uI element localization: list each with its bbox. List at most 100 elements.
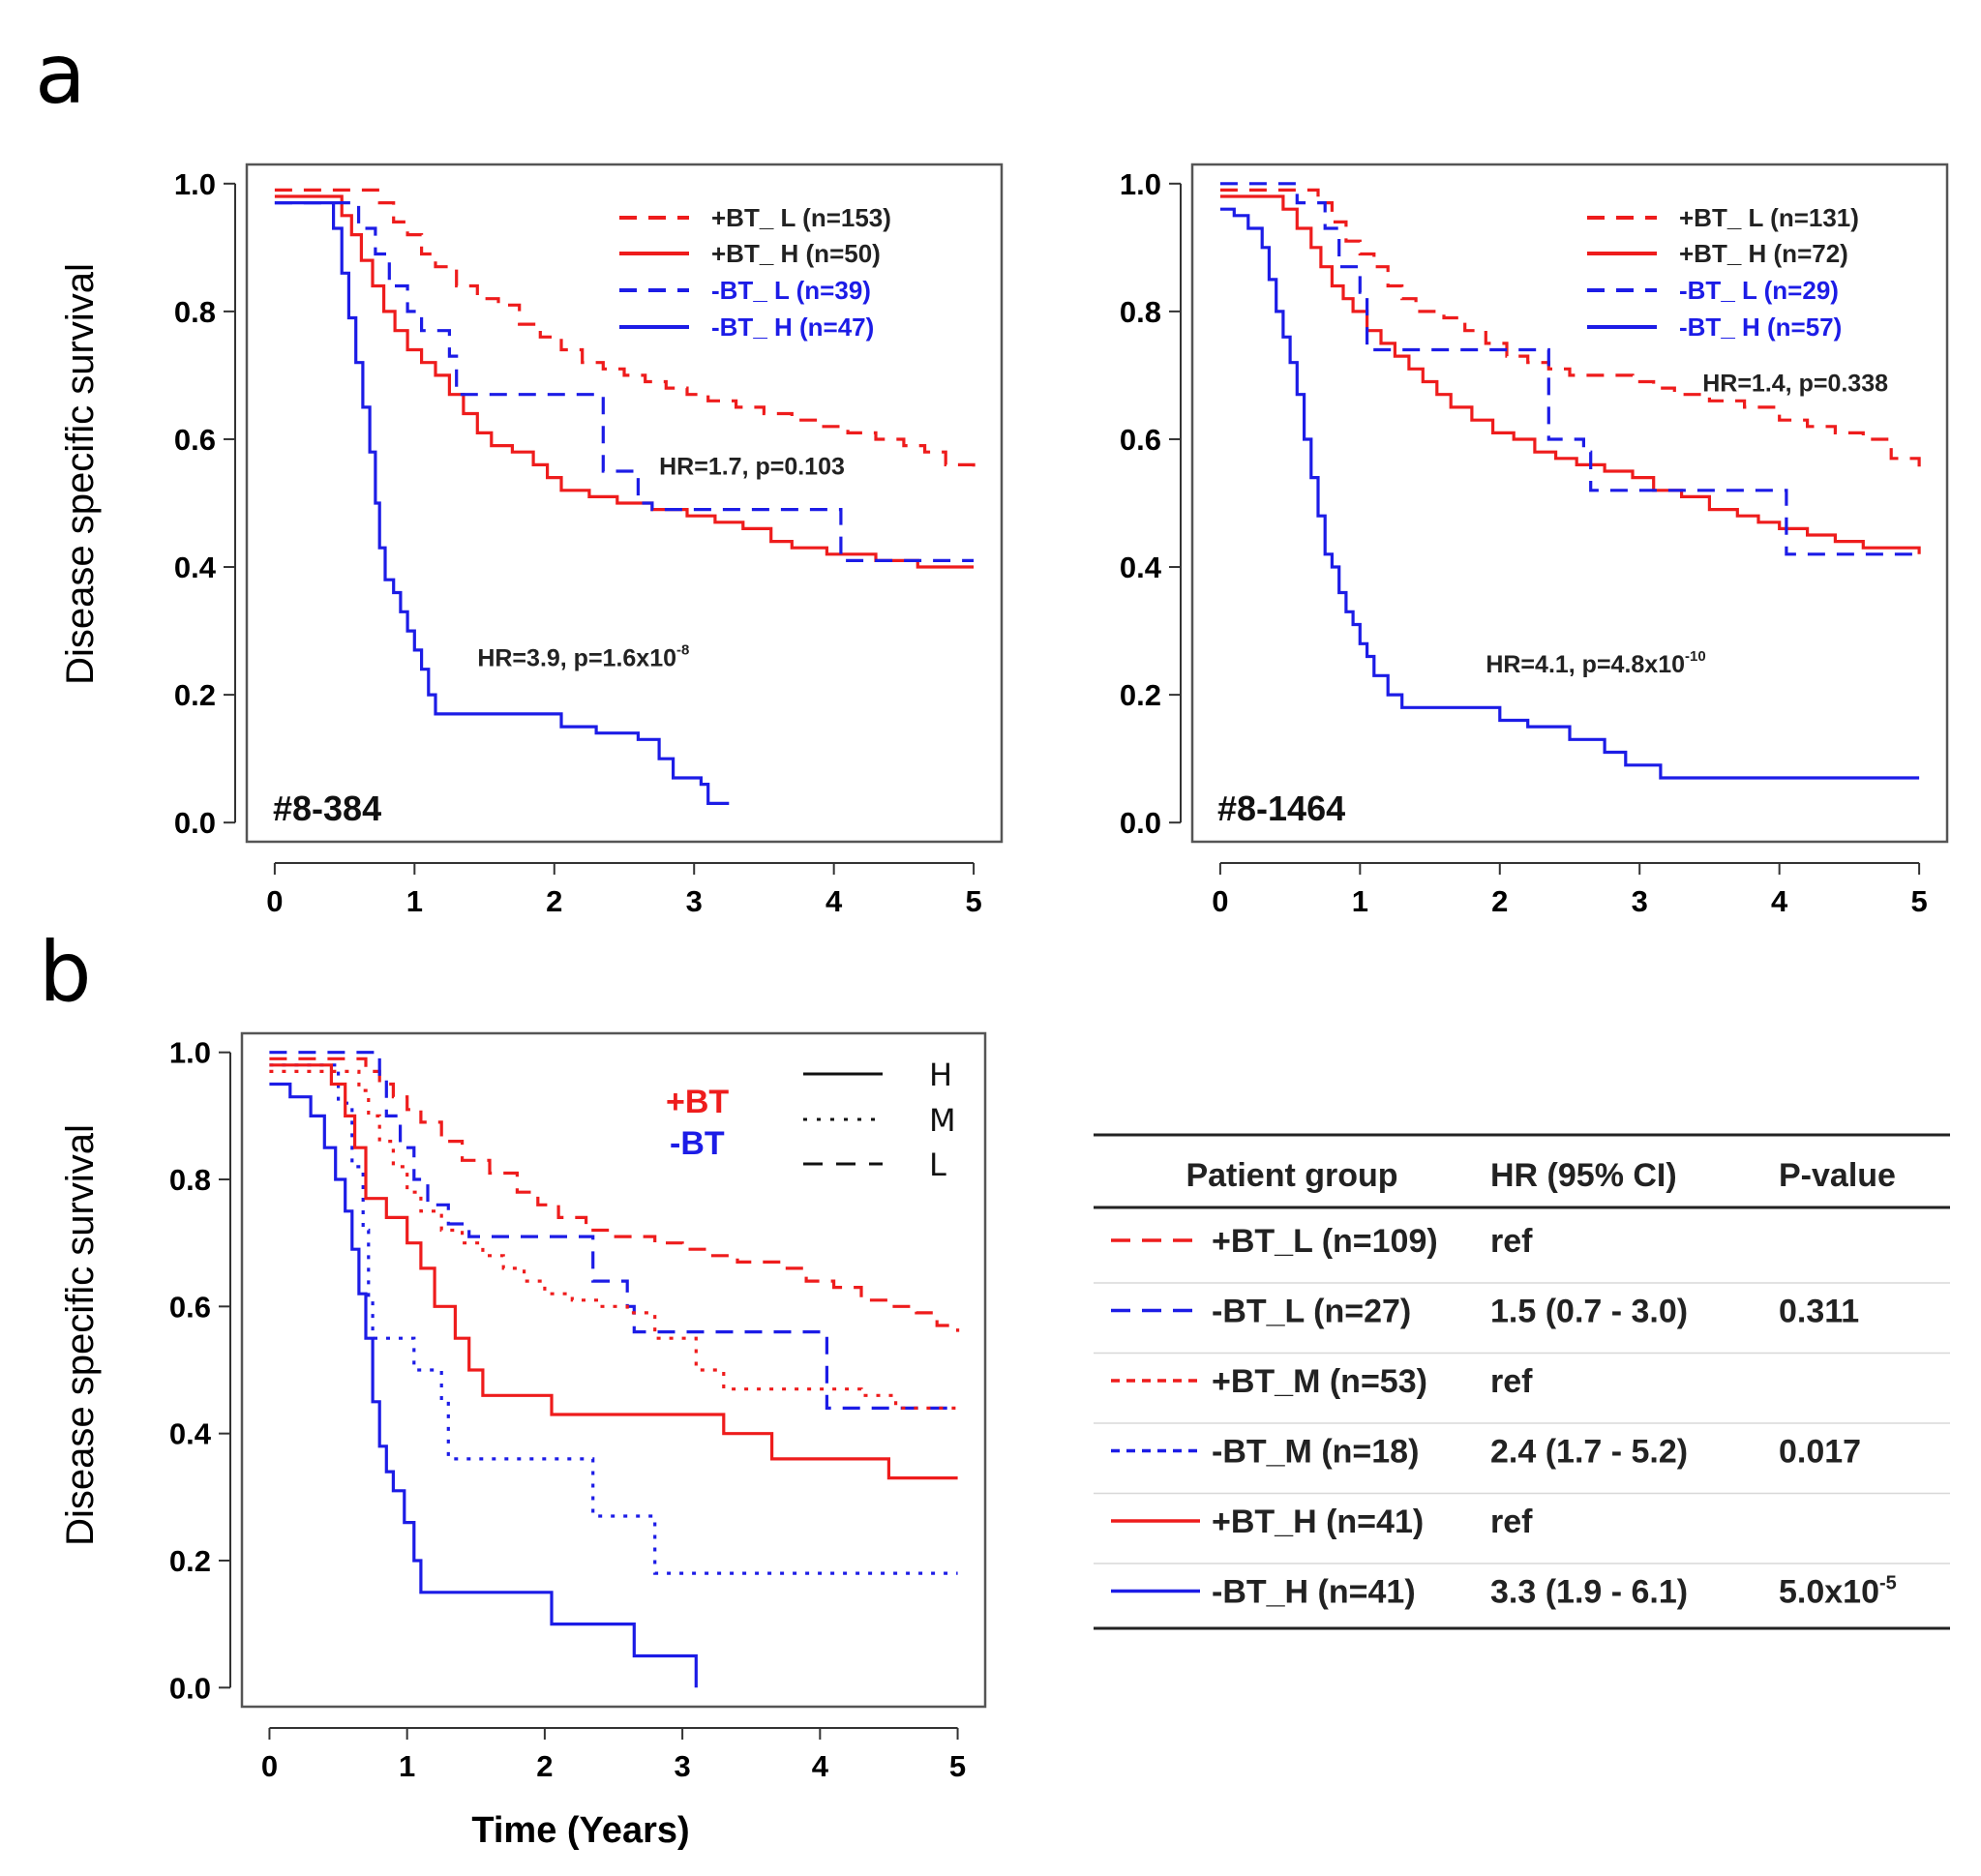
legend-label: -BT_ H (n=57) [1679,313,1842,342]
survival-curve-2 [274,201,975,562]
survival-curve-3 [269,1063,958,1575]
table-cell-group: +BT_H (n=41) [1212,1504,1424,1540]
table-cell-hr: 2.4 (1.7 - 5.2) [1490,1434,1688,1471]
km-plot-combined: 0 1 2 3 4 5 0.0 0.2 0.4 0.6 0.8 1.0 [169,1031,987,1783]
ylabel-b: Disease specific survival [59,1124,102,1546]
table-header: HR (95% CI) [1490,1157,1677,1194]
x-tick-label: 0 [261,1749,278,1783]
legend-label: +BT_ H (n=50) [711,239,881,268]
plot-frame [245,163,1004,844]
km-plot-8-384: 0 1 2 3 4 5 0.0 0.2 0.4 0.6 0.8 1.0 HR=1.7, p=0.103 H… [174,163,1004,918]
table-row: -BT_H (n=41) 3.3 (1.9 - 6.1) 5.0x10-5 [1111,1573,1897,1611]
linetype-label-l: L [929,1146,946,1183]
table-cell-group: -BT_L (n=27) [1212,1294,1411,1330]
survival-curve-4 [269,1063,958,1480]
y-tick-label: 0.4 [1120,551,1162,584]
y-tick-label: 1.0 [1120,167,1161,201]
legend-label: -BT_ L (n=39) [711,276,871,305]
linetype-label-h: H [929,1057,952,1093]
legend-combined: +BT -BT H M L [666,1057,956,1183]
pvalue-exponent: -5 [1879,1573,1897,1594]
survival-curve-1 [274,194,975,569]
table-cell-hr: ref [1490,1223,1533,1260]
table-row: -BT_L (n=27) 1.5 (0.7 - 3.0) 0.311 [1094,1294,1950,1355]
table-cell-pvalue: 5.0x10-5 [1779,1573,1897,1611]
y-tick-label: 0.0 [1120,806,1161,840]
table-cell-hr: 3.3 (1.9 - 6.1) [1490,1574,1688,1611]
table-row: +BT_L (n=109) ref [1094,1223,1950,1284]
y-tick-label: 0.6 [1120,423,1161,457]
table-cell-hr: 1.5 (0.7 - 3.0) [1490,1294,1688,1330]
x-tick-label: 2 [536,1749,553,1783]
x-tick-label: 5 [1910,884,1927,918]
plot-frame [240,1031,987,1709]
table-cell-pvalue: 0.311 [1779,1294,1859,1330]
table-header: P-value [1779,1157,1896,1194]
x-tick-label: 1 [406,884,423,918]
x-tick-label: 3 [674,1749,690,1783]
survival-curve-3 [274,201,730,805]
group-label-plus-bt: +BT [666,1084,729,1120]
panel-b-label: b [39,924,92,1021]
y-tick-label: 0.8 [169,1163,211,1197]
legend-label: -BT_ H (n=47) [711,313,874,342]
y-tick-label: 1.0 [169,1036,211,1070]
table-row: +BT_H (n=41) ref [1094,1504,1950,1564]
x-tick-label: 1 [1352,884,1368,918]
hr-annotation: HR=1.4, p=0.338 [1702,370,1888,397]
survival-curve-0 [269,1057,960,1332]
table-body: +BT_L (n=109) ref -BT_L (n=27) 1.5 (0.7 - 3… [1094,1223,1950,1611]
table-cell-hr: ref [1490,1363,1533,1400]
x-tick-label: 4 [1771,884,1788,918]
y-tick-label: 0.4 [169,1417,212,1451]
hr-annotation: HR=4.1, p=4.8x10-10 [1486,648,1705,678]
legend-label: -BT_ L (n=29) [1679,276,1839,305]
panel-a-label: a [35,26,86,123]
table-row: -BT_M (n=18) 2.4 (1.7 - 5.2) 0.017 [1094,1434,1950,1495]
table-cell-group: -BT_M (n=18) [1212,1434,1419,1471]
y-tick-label: 1.0 [174,167,216,201]
table-row: +BT_M (n=53) ref [1094,1363,1950,1424]
ylabel-a: Disease specific survival [59,263,102,685]
survival-curve-1 [269,1051,958,1410]
y-tick-label: 0.0 [169,1671,211,1705]
plot-frame [1190,163,1949,844]
x-tick-label: 3 [1632,884,1648,918]
hr-table: Patient group HR (95% CI) P-value +BT_L … [1094,1133,1950,1630]
legend-8-384: +BT_ L (n=153) +BT_ H (n=50) -BT_ L (n=3… [619,203,891,342]
table-cell-group: -BT_H (n=41) [1212,1574,1416,1611]
km-plot-8-1464: 0 1 2 3 4 5 0.0 0.2 0.4 0.6 0.8 1.0 HR=1.4, p=0.338 H… [1120,163,1949,918]
survival-curve-2 [1219,182,1920,556]
legend-label: +BT_ L (n=131) [1679,203,1859,232]
y-tick-label: 0.8 [1120,295,1161,329]
table-cell-group: +BT_M (n=53) [1212,1363,1427,1400]
survival-curve-3 [1219,207,1920,780]
hr-annotation: HR=1.7, p=0.103 [659,453,845,480]
survival-curve-1 [1219,194,1921,554]
legend-label: +BT_ L (n=153) [711,203,891,232]
x-tick-label: 2 [546,884,562,918]
y-tick-label: 0.8 [174,295,216,329]
table-cell-pvalue: 0.017 [1779,1434,1861,1471]
y-tick-label: 0.2 [1120,678,1161,712]
x-tick-label: 2 [1491,884,1508,918]
group-label-minus-bt: -BT [670,1125,725,1162]
legend-8-1464: +BT_ L (n=131) +BT_ H (n=72) -BT_ L (n=2… [1587,203,1859,342]
y-tick-label: 0.0 [174,806,216,840]
table-cell-group: +BT_L (n=109) [1212,1223,1438,1260]
survival-curve-0 [274,188,975,471]
x-tick-label: 3 [686,884,703,918]
table-cell-hr: ref [1490,1504,1533,1540]
panel-tag: #8-384 [273,789,381,828]
x-tick-label: 0 [1212,884,1228,918]
x-tick-label: 0 [266,884,283,918]
x-tick-label: 4 [812,1749,829,1783]
legend-label: +BT_ H (n=72) [1679,239,1848,268]
survival-curve-5 [269,1082,698,1688]
y-tick-label: 0.2 [174,678,216,712]
table-header: Patient group [1186,1157,1397,1194]
hr-annotation: HR=3.9, p=1.6x10-8 [477,641,689,671]
x-tick-label: 4 [825,884,843,918]
hr-annotation-exponent: -8 [676,641,689,658]
